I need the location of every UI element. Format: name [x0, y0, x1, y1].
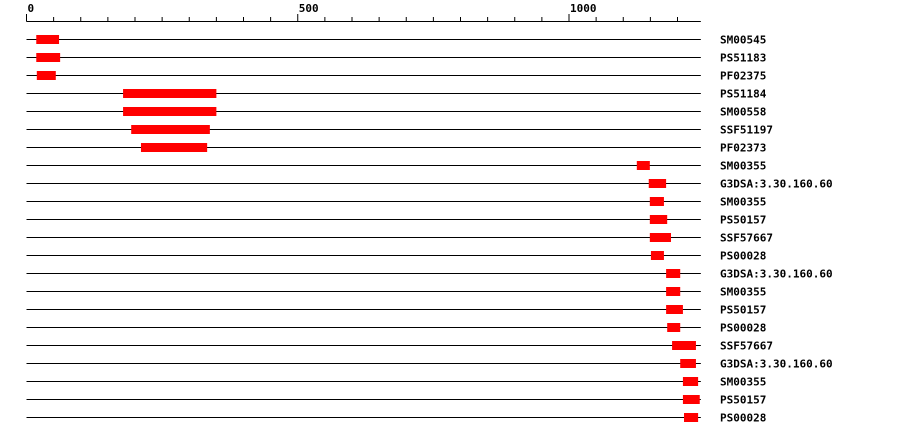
- domain-bar[interactable]: [667, 323, 681, 332]
- domain-label: G3DSA:3.30.160.60: [720, 268, 833, 281]
- tick-label: 500: [299, 2, 319, 15]
- domain-row: PS00028: [26, 250, 766, 263]
- domain-label: PS00028: [720, 412, 766, 425]
- domain-row: SSF57667: [26, 232, 773, 245]
- domain-bar[interactable]: [131, 125, 210, 134]
- domain-label: PS00028: [720, 250, 766, 263]
- domain-bar[interactable]: [649, 233, 671, 242]
- domain-row: SM00558: [26, 106, 766, 119]
- domain-bar[interactable]: [649, 215, 668, 224]
- domain-bar[interactable]: [682, 377, 699, 386]
- domain-bar[interactable]: [36, 53, 61, 62]
- domain-bar[interactable]: [36, 35, 60, 44]
- domain-label: SM00558: [720, 106, 766, 119]
- domain-bar[interactable]: [684, 413, 699, 422]
- domain-label: SM00545: [720, 34, 766, 47]
- domain-row: PS50157: [26, 214, 766, 227]
- domain-bar[interactable]: [680, 359, 696, 368]
- domain-label: PS50157: [720, 214, 766, 227]
- tick-label: 0: [28, 2, 35, 15]
- domain-label: PS51184: [720, 88, 767, 101]
- domain-bar[interactable]: [636, 161, 650, 170]
- domain-label: G3DSA:3.30.160.60: [720, 358, 833, 371]
- tick-label: 1000: [570, 2, 597, 15]
- domain-row: G3DSA:3.30.160.60: [26, 268, 833, 281]
- domain-label: PF02373: [720, 142, 766, 155]
- domain-label: SM00355: [720, 196, 766, 209]
- domain-bar[interactable]: [36, 71, 56, 80]
- domain-row: SM00355: [26, 160, 766, 173]
- domain-label: SSF57667: [720, 340, 773, 353]
- domain-row: PS50157: [26, 304, 766, 317]
- domain-label: SM00355: [720, 286, 766, 299]
- domain-row: PS51184: [26, 88, 767, 101]
- domain-bar[interactable]: [666, 287, 681, 296]
- domain-bar[interactable]: [648, 179, 667, 188]
- domain-bar[interactable]: [650, 251, 664, 260]
- domain-label: SM00355: [720, 376, 766, 389]
- domain-bar[interactable]: [140, 143, 208, 152]
- domain-label: SM00355: [720, 160, 766, 173]
- scale-axis: 0 500 1000: [26, 2, 701, 22]
- domain-label: G3DSA:3.30.160.60: [720, 178, 833, 191]
- domain-row: G3DSA:3.30.160.60: [26, 178, 833, 191]
- domain-row: PS00028: [26, 322, 766, 335]
- domain-rows: SM00545 PS51183 PF02375 PS51184 SM00558 SSF51…: [26, 34, 833, 425]
- domain-row: SM00355: [26, 196, 766, 209]
- domain-row: SM00545: [26, 34, 766, 47]
- domain-bar[interactable]: [672, 341, 696, 350]
- domain-row: PF02373: [26, 142, 766, 155]
- domain-row: SSF51197: [26, 124, 773, 137]
- domain-row: PS51183: [26, 52, 766, 65]
- domain-label: PS50157: [720, 394, 766, 407]
- domain-bar[interactable]: [682, 395, 700, 404]
- domain-bar[interactable]: [123, 89, 217, 98]
- domain-row: SSF57667: [26, 340, 773, 353]
- domain-bar[interactable]: [123, 107, 217, 116]
- domain-row: PS00028: [26, 412, 766, 425]
- domain-label: PS51183: [720, 52, 766, 65]
- domain-label: SSF51197: [720, 124, 773, 137]
- domain-label: PS50157: [720, 304, 766, 317]
- domain-bar[interactable]: [666, 269, 681, 278]
- domain-row: G3DSA:3.30.160.60: [26, 358, 833, 371]
- domain-bar[interactable]: [666, 305, 683, 314]
- domain-label: SSF57667: [720, 232, 773, 245]
- domain-row: PF02375: [26, 70, 766, 83]
- domain-bar[interactable]: [649, 197, 664, 206]
- domain-label: PS00028: [720, 322, 766, 335]
- domain-label: PF02375: [720, 70, 766, 83]
- domain-row: SM00355: [26, 286, 766, 299]
- domain-row: PS50157: [26, 394, 766, 407]
- domain-row: SM00355: [26, 376, 766, 389]
